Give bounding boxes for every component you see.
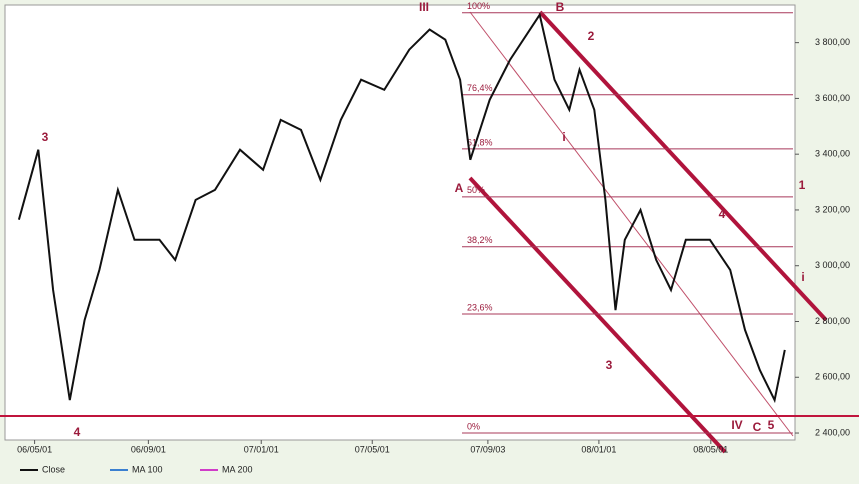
x-tick-label: 08/05/01: [693, 444, 728, 454]
fib-label: 38,2%: [467, 235, 493, 245]
legend-label: MA 200: [222, 464, 253, 474]
y-tick-label: 3 200,00: [815, 204, 850, 214]
x-tick-label: 08/01/01: [581, 444, 616, 454]
y-tick-label: 2 400,00: [815, 427, 850, 437]
legend-label: MA 100: [132, 464, 163, 474]
series-line: [17, 12, 786, 404]
wave-label: 4: [719, 207, 726, 221]
wave-label: III: [419, 0, 429, 14]
legend-label: Close: [42, 464, 65, 474]
plot-area: [4, 4, 796, 441]
y-tick-label: 3 800,00: [815, 37, 850, 47]
wave-label: i: [562, 130, 565, 144]
y-tick-label: 3 000,00: [815, 260, 850, 270]
trend-line: [538, 10, 828, 322]
wave-label: B: [556, 0, 565, 14]
wave-label: 2: [588, 29, 595, 43]
wave-label: 5: [768, 418, 775, 432]
y-tick-label: 3 400,00: [815, 149, 850, 159]
fib-label: 76,4%: [467, 83, 493, 93]
x-tick-label: 07/01/01: [244, 444, 279, 454]
y-tick-label: 3 600,00: [815, 93, 850, 103]
trend-channel: [468, 10, 828, 454]
fib-label: 50%: [467, 185, 485, 195]
fib-label: 23,6%: [467, 302, 493, 312]
wave-label: 4: [74, 425, 81, 439]
fib-label: 100%: [467, 1, 490, 11]
y-tick-label: 2 800,00: [815, 316, 850, 326]
fib-label: 0%: [467, 421, 480, 431]
fib-label: 61,8%: [467, 137, 493, 147]
wave-label: 1: [799, 178, 806, 192]
wave-label: 3: [42, 130, 49, 144]
trend-line: [469, 11, 794, 437]
x-tick-label: 07/09/03: [470, 444, 505, 454]
y-tick-label: 2 600,00: [815, 372, 850, 382]
trend-line: [468, 176, 727, 454]
wave-label: IV: [731, 418, 742, 432]
wave-label: A: [455, 181, 464, 195]
x-tick-label: 06/05/01: [17, 444, 52, 454]
x-tick-label: 07/05/01: [355, 444, 390, 454]
wave-label: 3: [606, 358, 613, 372]
wave-label: C: [753, 420, 762, 434]
wave-label: i: [801, 270, 804, 284]
x-tick-label: 06/09/01: [131, 444, 166, 454]
